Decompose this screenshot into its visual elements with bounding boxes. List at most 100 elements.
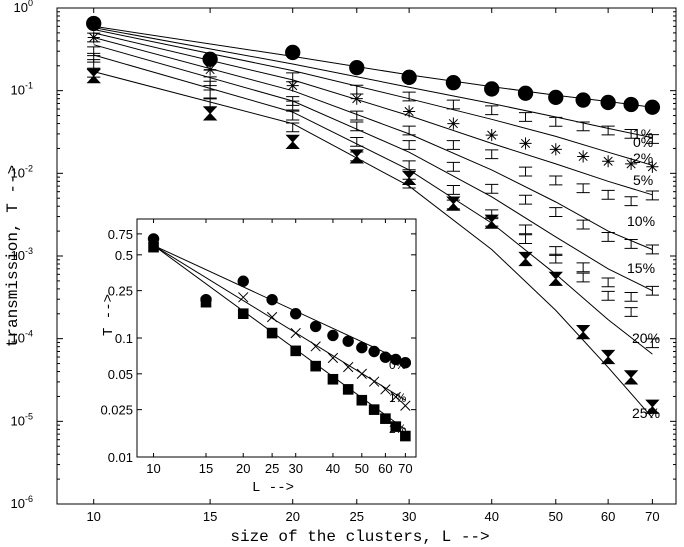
inset-point-1% [356, 368, 367, 379]
main-point-15% [576, 262, 590, 273]
inset-point-0% [237, 275, 249, 287]
inset-y-tick-label: 0.025 [100, 403, 133, 418]
main-x-tick-label: 40 [484, 509, 498, 524]
main-point-10% [624, 239, 638, 249]
inset-series-label-0%: 0% [389, 358, 407, 372]
main-y-tick-label: 10-2 [11, 163, 33, 180]
main-point-10% [601, 232, 615, 242]
inset-point-1% [343, 361, 354, 373]
main-point-15% [203, 89, 217, 100]
inset-point-2% [368, 404, 380, 415]
main-point-1% [576, 121, 590, 132]
main-point-1% [402, 91, 416, 102]
main-point-20% [576, 272, 590, 283]
main-x-tick-label: 50 [549, 509, 563, 524]
main-point-0% [517, 85, 534, 101]
main-point-5% [518, 166, 533, 177]
inset-x-tick-label: 70 [398, 461, 412, 476]
inset-point-1% [368, 376, 380, 387]
inset-point-2% [327, 373, 339, 385]
main-point-2% [403, 105, 416, 118]
inset-x-axis-label: L --> [252, 480, 294, 496]
main-point-15% [350, 137, 364, 147]
inset-point-2% [200, 296, 212, 308]
main-series-label-2%: 2% [633, 150, 653, 166]
main-x-tick-label: 10 [86, 509, 100, 524]
inset-point-1% [266, 311, 278, 323]
inset-point-2% [390, 421, 402, 432]
main-point-15% [87, 59, 101, 69]
main-point-2% [602, 155, 615, 168]
main-point-20% [645, 338, 659, 349]
main-series-label-10%: 10% [627, 213, 655, 229]
main-x-axis: 10 15 20 25 30 40 50 60 70 [86, 8, 660, 524]
main-point-25% [484, 214, 499, 229]
inset-point-2% [148, 241, 159, 253]
main-point-10% [549, 207, 563, 217]
main-point-10% [518, 194, 533, 205]
main-series-label-5%: 5% [633, 172, 653, 188]
inset-point-1% [400, 400, 411, 411]
main-point-0% [484, 81, 500, 97]
inset-point-0% [290, 308, 302, 320]
main-series-label-20%: 20% [632, 330, 660, 346]
inset-point-0% [399, 357, 412, 369]
inset-y-tick-label: 0.01 [108, 450, 133, 465]
main-point-25% [623, 370, 639, 385]
main-point-1% [601, 125, 615, 136]
inset-y-tick-label: 0.25 [108, 284, 133, 299]
main-point-0% [86, 15, 102, 32]
main-point-10% [485, 183, 499, 194]
main-y-tick-label: 10-1 [11, 81, 33, 98]
main-point-2% [286, 79, 299, 92]
inset-y-axis: 0.75 0.5 0.25 0.1 0.05 0.025 0.01 [100, 227, 416, 465]
main-point-20% [624, 307, 638, 317]
main-x-axis-label: size of the clusters, L --> [230, 528, 489, 546]
main-point-2% [577, 150, 590, 163]
main-point-10% [402, 140, 416, 150]
inset-x-axis: 10 15 20 25 30 40 50 60 70 [146, 219, 413, 476]
inset-chart: 10 15 20 25 30 40 50 60 70 0.75 0.5 0.25 0.1 0.05 0.0… [88, 213, 417, 496]
main-point-25% [518, 251, 533, 267]
main-point-0% [401, 69, 417, 85]
main-point-25% [575, 325, 591, 340]
main-point-5% [624, 196, 638, 207]
main-y-tick-label: 10-5 [11, 411, 33, 428]
main-series-label-1%: 1% [633, 126, 653, 142]
main-x-tick-label: 15 [203, 509, 217, 524]
main-chart: 10 15 20 25 30 40 50 60 70 10010-110-210-310-410… [4, 0, 677, 546]
main-series-label-25%: 25% [632, 405, 660, 421]
main-y-tick-label: 10-4 [11, 329, 33, 346]
main-point-0% [575, 92, 591, 108]
inset-point-0% [266, 293, 278, 306]
inset-y-tick-label: 0.1 [115, 331, 133, 346]
main-point-2% [549, 143, 562, 156]
inset-x-tick-label: 50 [355, 461, 369, 476]
main-point-25% [600, 349, 616, 365]
main-series-label-15%: 15% [627, 260, 655, 276]
inset-point-0% [368, 345, 380, 358]
inset-x-tick-label: 60 [378, 461, 392, 476]
inset-point-1% [238, 292, 249, 303]
main-point-2% [204, 63, 217, 76]
main-point-5% [549, 175, 563, 186]
inset-point-2% [290, 345, 302, 357]
inset-x-tick-label: 40 [326, 461, 340, 476]
main-point-1% [549, 116, 563, 127]
main-point-25% [446, 196, 461, 211]
main-series-label-0%: 0% [633, 134, 653, 150]
main-point-5% [485, 149, 499, 160]
main-point-5% [402, 125, 416, 136]
main-point-25% [645, 399, 660, 414]
inset-point-1% [390, 391, 401, 403]
main-y-tick-label: 100 [14, 0, 33, 15]
main-point-1% [624, 128, 638, 139]
inset-x-tick-label: 30 [288, 461, 302, 476]
main-point-2% [447, 117, 460, 130]
inset-point-1% [380, 384, 391, 395]
main-point-0% [285, 44, 301, 61]
inset-point-0% [356, 341, 368, 354]
main-point-20% [601, 290, 615, 301]
main-point-15% [446, 185, 460, 195]
